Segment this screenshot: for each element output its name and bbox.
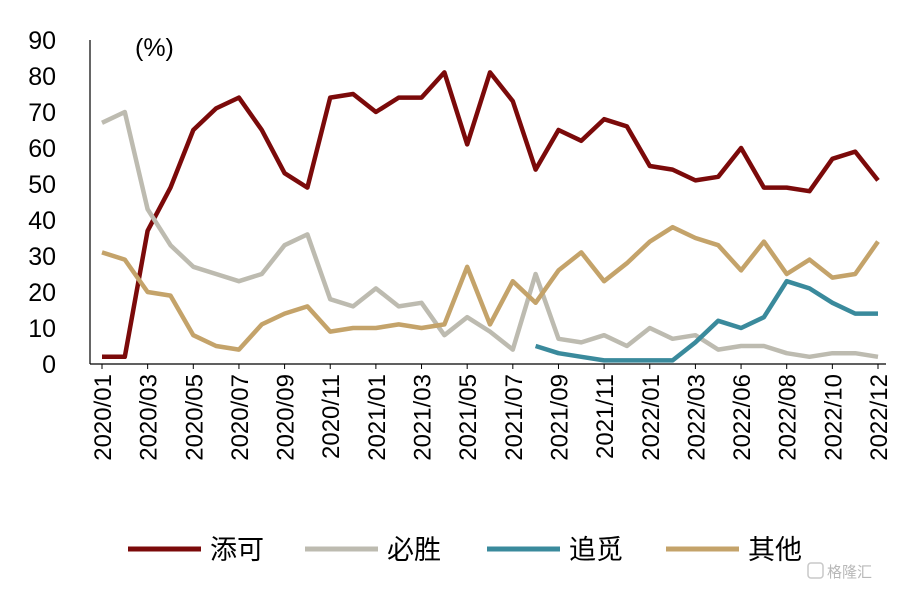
x-tick-label: 2020/05 [181, 374, 208, 461]
y-tick-label: 0 [42, 351, 56, 379]
y-tick-label: 40 [28, 207, 56, 235]
watermark: 格隆汇 [807, 562, 872, 581]
x-tick-label: 2022/08 [775, 374, 802, 461]
data-series [101, 70, 880, 363]
y-tick-label: 80 [28, 63, 56, 91]
legend: 添可 必胜 追觅 其他 [128, 535, 802, 566]
watermark-text: 格隆汇 [827, 563, 872, 581]
series-line-3 [101, 224, 880, 352]
x-tick-label: 2022/06 [729, 374, 756, 461]
legend-label: 追觅 [569, 535, 623, 566]
x-tick-label: 2021/05 [455, 374, 482, 461]
y-tick-label: 10 [28, 315, 56, 343]
chart-axes [89, 40, 886, 365]
x-tick-label: 2020/11 [318, 374, 345, 459]
x-tick-label: 2022/03 [683, 374, 710, 461]
legend-label: 必胜 [387, 535, 441, 566]
x-tick-label: 2020/07 [227, 374, 254, 461]
x-tick-label: 2021/07 [501, 374, 528, 461]
y-tick-label: 70 [28, 99, 56, 127]
x-tick-label: 2021/09 [546, 374, 573, 461]
legend-label: 添可 [210, 535, 264, 566]
x-tick-label: 2020/09 [273, 374, 300, 461]
legend-label: 其他 [748, 535, 802, 566]
series-line-1 [101, 109, 879, 360]
y-tick-label: 30 [28, 243, 56, 271]
y-tick-labels: 0 10 20 30 40 50 60 70 80 90 [28, 27, 56, 379]
x-tick-label: 2021/01 [364, 374, 391, 461]
x-tick-label: 2020/01 [90, 374, 117, 461]
y-tick-label: 20 [28, 279, 56, 307]
series-line-0 [102, 70, 880, 360]
x-tick-label: 2020/03 [136, 374, 163, 461]
y-tick-label: 50 [28, 171, 56, 199]
watermark-logo-icon [807, 562, 824, 579]
unit-label: (%) [135, 34, 174, 62]
x-tick-label: 2022/10 [820, 374, 847, 461]
y-tick-label: 90 [28, 27, 56, 55]
x-tick-label: 2022/01 [638, 374, 665, 461]
x-tick-label: 2021/11 [592, 374, 619, 459]
x-tick-label: 2021/03 [410, 374, 437, 461]
x-tick-labels: 2020/01 2020/03 2020/05 2020/07 2020/09 2020/… [90, 364, 893, 461]
x-tick-label: 2022/12 [866, 374, 893, 461]
y-tick-label: 60 [28, 135, 56, 163]
series-line-2 [534, 278, 878, 363]
